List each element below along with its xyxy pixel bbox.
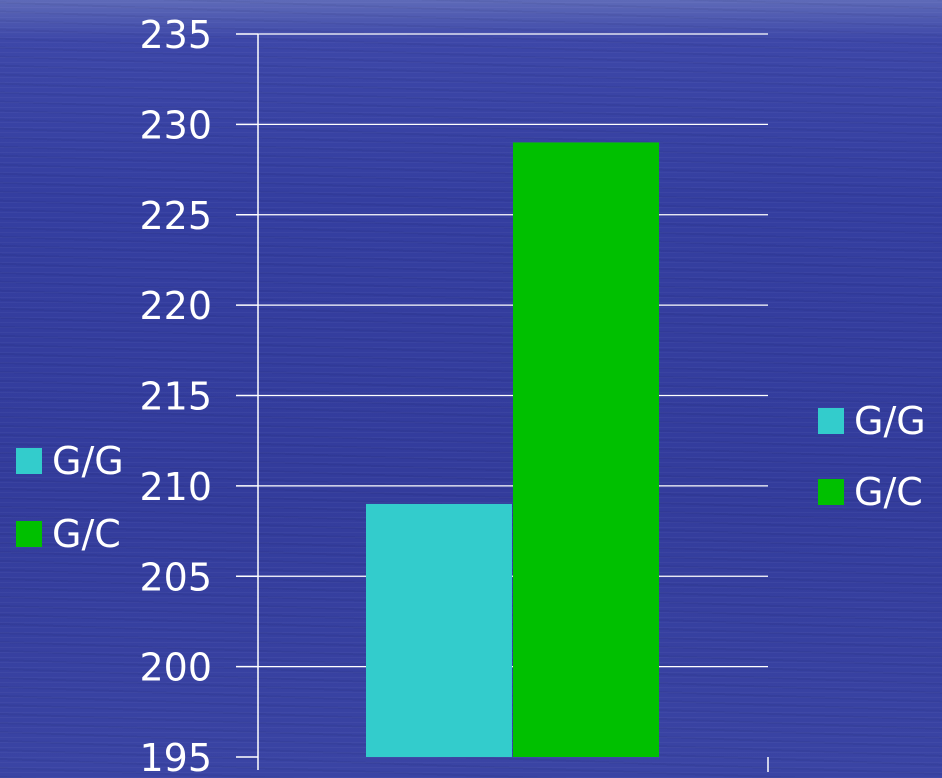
bars <box>366 142 659 757</box>
legend-swatch <box>818 408 844 434</box>
legend-left: G/G G/C <box>16 439 124 556</box>
legend-label: G/C <box>854 470 923 514</box>
bar-g-c <box>513 142 659 757</box>
y-tick-label: 220 <box>139 284 212 328</box>
y-tick-label: 235 <box>139 13 212 57</box>
y-tick-label: 225 <box>139 194 212 238</box>
y-tick-label: 230 <box>139 103 212 147</box>
y-tick-label: 195 <box>139 736 212 778</box>
legend-swatch <box>16 448 42 474</box>
legend-right: G/G G/C <box>818 399 926 514</box>
y-tick-label: 210 <box>139 465 212 509</box>
legend-label: G/G <box>854 399 926 443</box>
legend-label: G/G <box>52 439 124 483</box>
y-tick-label: 215 <box>139 375 212 419</box>
y-tick-label: 205 <box>139 555 212 599</box>
legend-swatch <box>16 521 42 547</box>
y-tick-label: 200 <box>139 646 212 690</box>
y-axis-ticks: 195 200 205 210 215 220 225 230 235 <box>139 13 769 778</box>
legend-swatch <box>818 479 844 505</box>
legend-label: G/C <box>52 512 121 556</box>
bar-g-g <box>366 503 512 757</box>
